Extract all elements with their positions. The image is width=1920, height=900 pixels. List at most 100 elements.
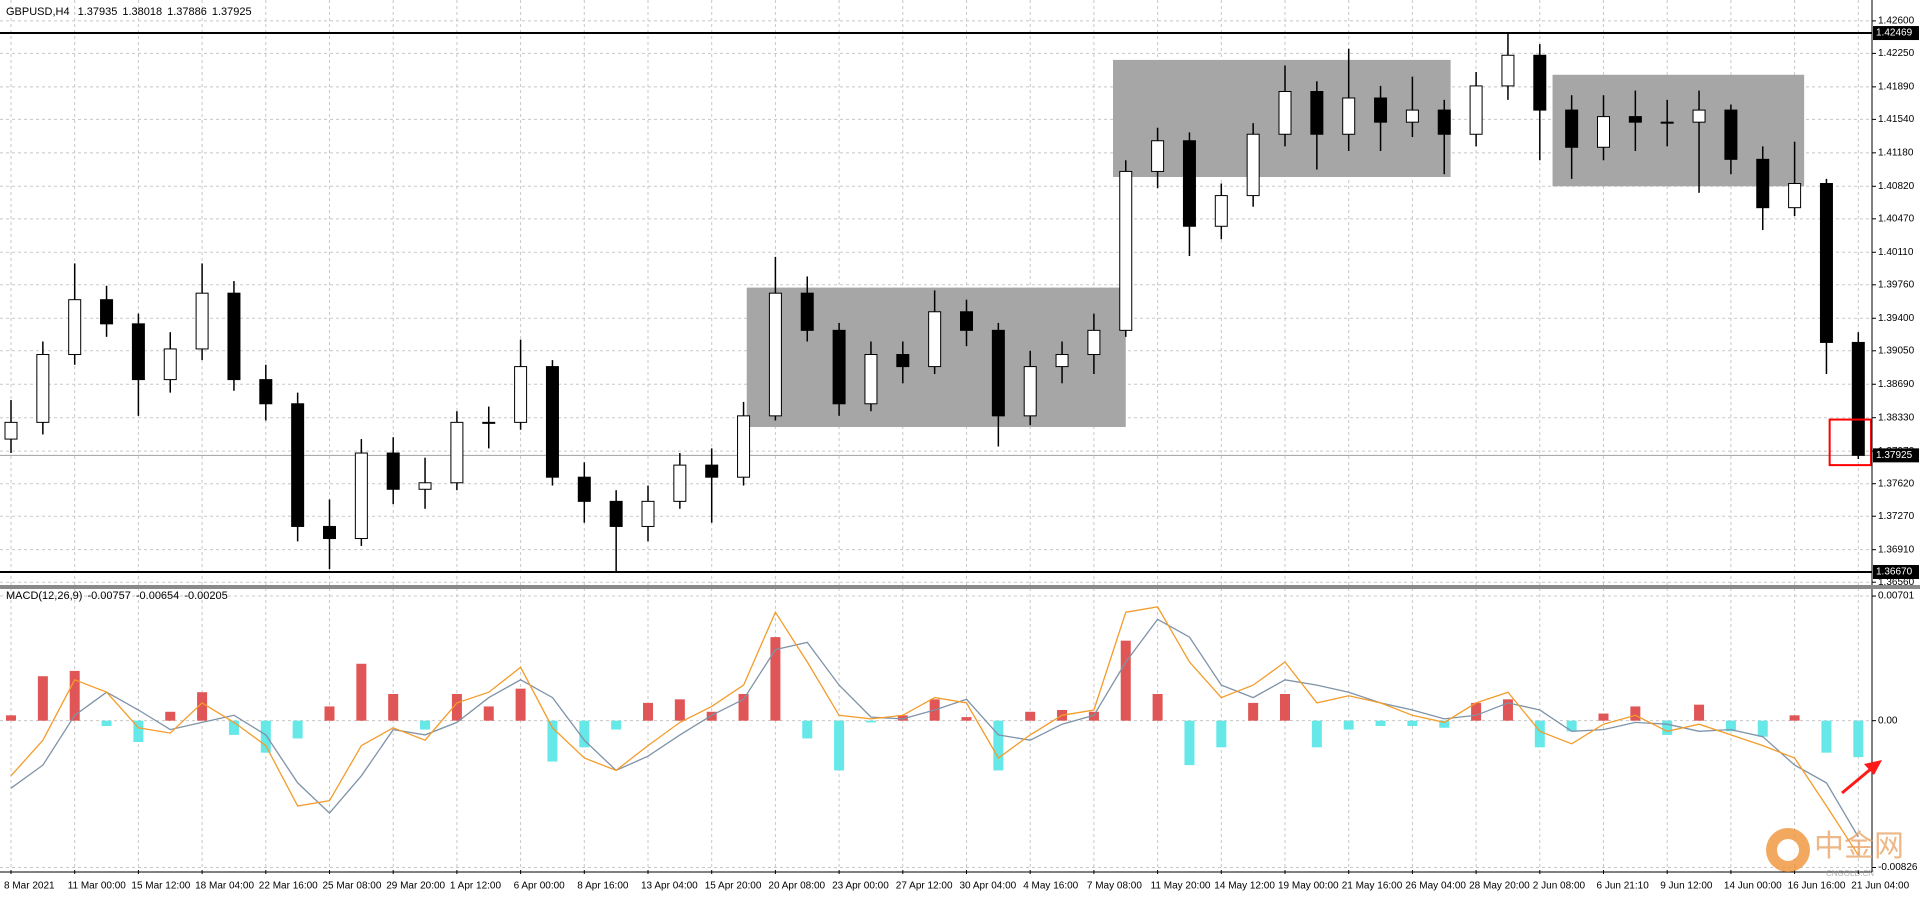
candle-body xyxy=(609,500,623,527)
y-tick-label: 1.40820 xyxy=(1878,181,1915,192)
x-tick-label: 11 May 20:00 xyxy=(1151,881,1211,892)
watermark: 中金网 CNGOLD.CN xyxy=(1766,828,1904,878)
candle-body xyxy=(291,403,305,527)
candle-body xyxy=(482,421,496,424)
arrow-head xyxy=(1864,760,1882,775)
y-tick-label: 1.39050 xyxy=(1878,345,1915,356)
current-price-label: 1.37925 xyxy=(1876,450,1913,461)
candle-body xyxy=(1660,121,1674,124)
histogram-bar xyxy=(260,720,271,753)
x-tick-label: 6 Jun 21:10 xyxy=(1597,881,1650,892)
candle-body xyxy=(100,299,114,325)
candle-body xyxy=(641,500,655,527)
histogram-bar xyxy=(69,670,80,721)
histogram-bar xyxy=(1662,720,1673,735)
candle-body xyxy=(354,452,368,540)
candle-body xyxy=(1501,54,1515,87)
candle-body xyxy=(768,292,782,417)
histogram-bar xyxy=(802,720,813,739)
y-tick-label: 1.40470 xyxy=(1878,213,1915,224)
histogram-bar xyxy=(6,715,16,721)
y-tick-label: 1.41180 xyxy=(1878,147,1914,158)
signal-value: -0.00654 xyxy=(136,590,179,602)
macd-value: -0.00757 xyxy=(87,590,130,602)
level-label: 1.36670 xyxy=(1876,567,1913,578)
candle-body xyxy=(864,354,878,405)
histogram-bar xyxy=(388,694,399,721)
x-tick-label: 1 Apr 12:00 xyxy=(450,881,502,892)
header-high: 1.38018 xyxy=(122,6,162,18)
histogram-bar xyxy=(483,706,494,721)
histogram-bar xyxy=(1694,704,1705,721)
candle-body xyxy=(1119,170,1133,331)
y-tick-label: 0.00701 xyxy=(1878,591,1915,602)
x-tick-label: 7 May 08:00 xyxy=(1087,881,1142,892)
histogram-bar xyxy=(547,720,558,762)
histogram-bar xyxy=(897,715,908,721)
candle-body xyxy=(227,292,241,381)
candle-body xyxy=(705,464,719,478)
histogram-bar xyxy=(228,720,239,735)
candle-body xyxy=(68,299,82,356)
candle-body xyxy=(514,366,528,423)
histogram-bar xyxy=(1025,711,1036,721)
y-tick-label: 1.42250 xyxy=(1878,48,1915,59)
y-tick-label: 1.39400 xyxy=(1878,313,1915,324)
y-tick-label: 1.38330 xyxy=(1878,412,1915,423)
level-label-box xyxy=(1873,26,1919,41)
candle-body xyxy=(323,525,336,540)
histogram-bar xyxy=(1120,640,1131,721)
candle-body xyxy=(131,323,145,381)
y-tick-label: 1.39760 xyxy=(1878,279,1915,290)
candle-body xyxy=(800,292,814,331)
watermark-text: 中金网 xyxy=(1814,830,1904,863)
x-tick-label: 26 May 04:00 xyxy=(1405,881,1466,892)
candle-body xyxy=(1278,91,1292,135)
candle-body xyxy=(1246,133,1260,197)
y-tick-label: 1.40110 xyxy=(1878,247,1914,258)
x-tick-label: 22 Mar 16:00 xyxy=(259,881,318,892)
histogram-bar xyxy=(1534,720,1545,748)
y-tick-label: 1.42600 xyxy=(1878,16,1915,27)
candle-body xyxy=(673,464,687,502)
candle-body xyxy=(1214,195,1228,227)
x-tick-label: 8 Apr 16:00 xyxy=(577,881,629,892)
candle-body xyxy=(1628,116,1642,123)
histogram-bar xyxy=(706,711,717,721)
level-label: 1.42469 xyxy=(1876,28,1913,39)
histogram-bar xyxy=(1471,702,1482,721)
candle-body xyxy=(1565,109,1579,148)
header-close: 1.37925 xyxy=(212,6,252,18)
x-tick-label: 20 Apr 08:00 xyxy=(768,881,825,892)
x-tick-label: 15 Mar 12:00 xyxy=(131,881,190,892)
histogram-bar xyxy=(1821,720,1832,753)
histogram-bar xyxy=(1630,706,1641,721)
candle-body xyxy=(195,292,209,350)
candle-body xyxy=(545,366,559,478)
candle-body xyxy=(1756,158,1770,209)
x-tick-label: 9 Jun 12:00 xyxy=(1660,881,1713,892)
histogram-bar xyxy=(1343,720,1354,730)
x-tick-label: 6 Apr 00:00 xyxy=(514,881,566,892)
candle-body xyxy=(1310,91,1324,135)
histogram-bar xyxy=(993,720,1004,771)
candle-body xyxy=(737,415,751,478)
histogram-bar xyxy=(1407,720,1418,726)
histogram-bar xyxy=(961,717,972,721)
histogram-bar xyxy=(834,720,845,771)
candle-body xyxy=(928,311,942,368)
candle-body xyxy=(1087,329,1101,356)
candle-body xyxy=(259,379,273,405)
candle-body xyxy=(418,482,432,490)
x-tick-label: 18 Mar 04:00 xyxy=(195,881,254,892)
histogram-bar xyxy=(451,694,462,721)
histogram-bar xyxy=(356,663,367,721)
macd-line xyxy=(10,606,1859,856)
candle-body xyxy=(1533,54,1547,111)
histogram-bar xyxy=(1311,720,1322,748)
histogram-bar xyxy=(1789,715,1800,721)
candle-body xyxy=(1374,97,1388,123)
y-tick-label: 1.41540 xyxy=(1878,114,1915,125)
x-tick-label: 11 Mar 00:00 xyxy=(68,881,127,892)
